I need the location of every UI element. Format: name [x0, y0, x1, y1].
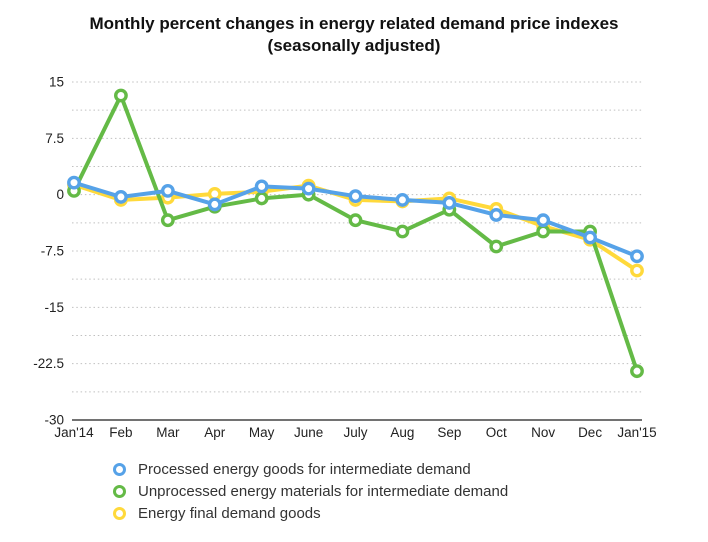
x-tick-label: Aug: [390, 425, 414, 440]
x-tick-label: Apr: [204, 425, 226, 440]
x-tick-label: Nov: [531, 425, 555, 440]
x-tick-label: Oct: [486, 425, 507, 440]
y-tick-label: 7.5: [45, 131, 64, 146]
legend-item-processed: Processed energy goods for intermediate …: [113, 460, 508, 478]
legend-label-unprocessed: Unprocessed energy materials for interme…: [138, 482, 509, 500]
x-tick-label: Jan'15: [617, 425, 656, 440]
x-tick-label: Sep: [437, 425, 461, 440]
x-tick-label: June: [294, 425, 323, 440]
legend-item-unprocessed: Unprocessed energy materials for interme…: [113, 482, 508, 500]
legend-ring-green-icon: [113, 484, 126, 498]
x-tick-label: Jan'14: [54, 425, 94, 440]
y-tick-label: -22.5: [33, 356, 64, 371]
x-tick-label: May: [249, 425, 275, 440]
y-tick-label: -7.5: [41, 244, 64, 259]
legend-ring-yellow-icon: [113, 506, 126, 520]
legend-ring-blue-icon: [113, 462, 126, 476]
x-tick-label: July: [343, 425, 367, 440]
chart-title: Monthly percent changes in energy relate…: [0, 13, 708, 57]
legend-label-final-demand: Energy final demand goods: [138, 504, 321, 522]
chart-title-line1: Monthly percent changes in energy relate…: [89, 14, 619, 33]
chart-title-line2: (seasonally adjusted): [267, 36, 441, 55]
chart-legend: Processed energy goods for intermediate …: [113, 460, 508, 522]
x-tick-label: Dec: [578, 425, 602, 440]
y-tick-label: 0: [56, 187, 64, 202]
legend-label-processed: Processed energy goods for intermediate …: [138, 460, 471, 478]
y-tick-label: 15: [49, 75, 64, 90]
y-tick-label: -30: [44, 413, 64, 428]
x-tick-label: Feb: [109, 425, 132, 440]
y-tick-label: -15: [44, 300, 64, 315]
legend-item-final-demand: Energy final demand goods: [113, 504, 508, 522]
x-tick-label: Mar: [156, 425, 180, 440]
